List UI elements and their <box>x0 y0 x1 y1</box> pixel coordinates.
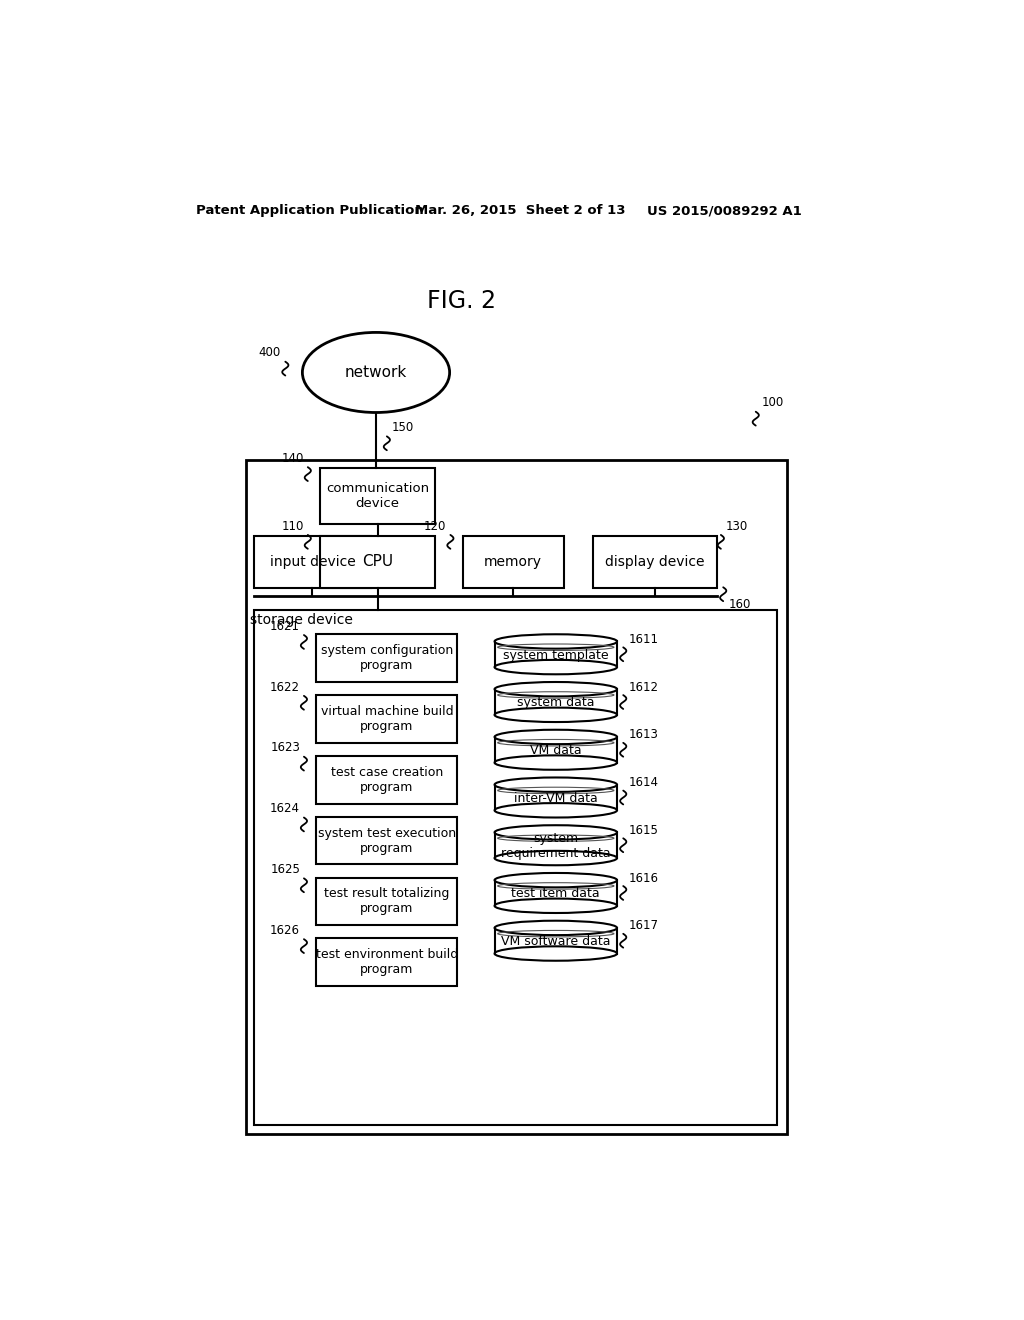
Text: 110: 110 <box>282 520 304 533</box>
Bar <box>254 610 777 1125</box>
Ellipse shape <box>495 899 617 913</box>
Text: 160: 160 <box>729 598 751 611</box>
Ellipse shape <box>495 660 617 675</box>
Text: 1624: 1624 <box>270 803 300 816</box>
Ellipse shape <box>302 333 450 412</box>
Text: CPU: CPU <box>362 554 393 569</box>
Ellipse shape <box>495 777 617 792</box>
Bar <box>254 536 372 589</box>
Text: 130: 130 <box>726 520 748 533</box>
Ellipse shape <box>495 825 617 840</box>
Text: VM data: VM data <box>530 744 582 756</box>
Text: US 2015/0089292 A1: US 2015/0089292 A1 <box>647 205 802 218</box>
Text: 140: 140 <box>282 451 304 465</box>
Bar <box>495 689 617 715</box>
Text: test item data: test item data <box>511 887 600 900</box>
Text: FIG. 2: FIG. 2 <box>427 289 496 313</box>
Text: inter-VM data: inter-VM data <box>514 792 598 805</box>
Bar <box>495 880 617 906</box>
Ellipse shape <box>495 851 617 866</box>
Text: memory: memory <box>484 554 542 569</box>
Text: 100: 100 <box>761 396 783 409</box>
Text: 1625: 1625 <box>270 863 300 876</box>
Text: system data: system data <box>517 696 595 709</box>
Text: display device: display device <box>605 554 705 569</box>
Bar <box>321 536 435 589</box>
Text: system template: system template <box>503 648 608 661</box>
Bar <box>495 928 617 953</box>
Text: test result totalizing
program: test result totalizing program <box>325 887 450 916</box>
Bar <box>495 737 617 763</box>
Text: Patent Application Publication: Patent Application Publication <box>197 205 424 218</box>
Bar <box>316 696 458 743</box>
Bar <box>316 756 458 804</box>
Bar <box>316 817 458 865</box>
Text: 1621: 1621 <box>270 619 300 632</box>
Text: 120: 120 <box>424 520 446 533</box>
Bar <box>463 536 563 589</box>
Ellipse shape <box>495 921 617 935</box>
Ellipse shape <box>495 946 617 961</box>
Text: VM software data: VM software data <box>501 935 610 948</box>
Text: storage device: storage device <box>250 614 353 627</box>
Bar <box>593 536 717 589</box>
Text: 1616: 1616 <box>629 871 658 884</box>
Text: test case creation
program: test case creation program <box>331 766 443 793</box>
Ellipse shape <box>495 708 617 722</box>
Ellipse shape <box>495 803 617 817</box>
Bar <box>316 635 458 682</box>
Bar <box>495 833 617 858</box>
Text: 1612: 1612 <box>629 681 658 693</box>
Text: 400: 400 <box>258 346 281 359</box>
Text: 1622: 1622 <box>270 681 300 693</box>
Text: 1617: 1617 <box>629 919 658 932</box>
Text: 1611: 1611 <box>629 632 658 645</box>
Bar <box>316 939 458 986</box>
Text: test environment build
program: test environment build program <box>315 948 458 977</box>
Bar <box>321 469 435 524</box>
Text: 1626: 1626 <box>270 924 300 937</box>
Text: system configuration
program: system configuration program <box>321 644 453 672</box>
Text: 1615: 1615 <box>629 824 658 837</box>
Ellipse shape <box>495 682 617 697</box>
Ellipse shape <box>495 873 617 887</box>
Bar <box>246 461 786 1134</box>
Text: 150: 150 <box>391 421 414 434</box>
Text: system
requirement data: system requirement data <box>501 832 610 859</box>
Text: Mar. 26, 2015  Sheet 2 of 13: Mar. 26, 2015 Sheet 2 of 13 <box>415 205 626 218</box>
Bar <box>495 642 617 667</box>
Text: network: network <box>345 364 408 380</box>
Bar <box>316 878 458 925</box>
Ellipse shape <box>495 755 617 770</box>
Text: communication
device: communication device <box>326 482 429 510</box>
Ellipse shape <box>495 730 617 744</box>
Ellipse shape <box>495 635 617 648</box>
Bar <box>495 784 617 810</box>
Text: 1623: 1623 <box>270 742 300 755</box>
Text: system test execution
program: system test execution program <box>317 826 456 854</box>
Text: input device: input device <box>269 554 355 569</box>
Text: virtual machine build
program: virtual machine build program <box>321 705 454 733</box>
Text: 1613: 1613 <box>629 729 658 742</box>
Text: 1614: 1614 <box>629 776 658 789</box>
